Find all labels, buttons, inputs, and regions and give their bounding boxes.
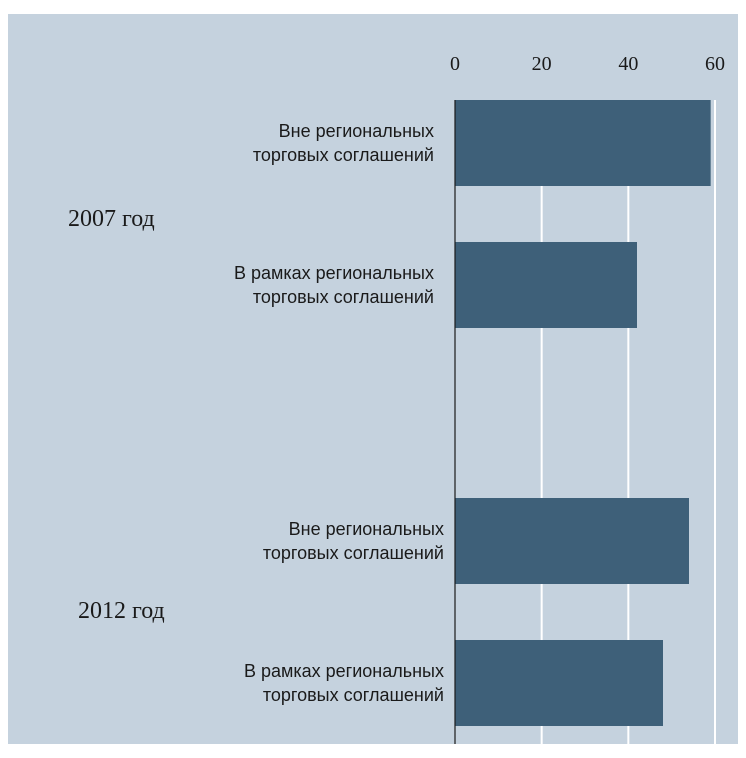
category-label: В рамках региональных: [234, 263, 434, 283]
category-label: торговых соглашений: [263, 685, 444, 705]
group-label: 2012 год: [78, 598, 165, 624]
bar: [455, 640, 663, 726]
x-tick-label: 40: [618, 53, 638, 75]
x-axis-ticks: 0 20 40 60: [450, 53, 725, 75]
category-label: торговых соглашений: [253, 287, 434, 307]
grid-lines: [540, 100, 716, 744]
bar: [455, 100, 711, 186]
category-label: В рамках региональных: [244, 661, 444, 681]
category-label: Вне региональных: [289, 519, 444, 539]
bar: [455, 498, 689, 584]
x-tick-label: 60: [705, 53, 725, 75]
category-label: Вне региональных: [279, 121, 434, 141]
category-label: торговых соглашений: [253, 145, 434, 165]
x-tick-label: 20: [532, 53, 552, 75]
bars: [455, 100, 711, 726]
bar: [455, 242, 637, 328]
group-label: 2007 год: [68, 206, 155, 232]
bar-chart: 0 20 40 60 2007 год Вне региональных торговых…: [68, 53, 725, 744]
category-label: торговых соглашений: [263, 543, 444, 563]
chart-panel: 0 20 40 60 2007 год Вне региональных торговых…: [8, 14, 738, 744]
category-labels: 2007 год Вне региональных торговых соглаше…: [68, 121, 444, 705]
x-tick-label: 0: [450, 53, 460, 75]
